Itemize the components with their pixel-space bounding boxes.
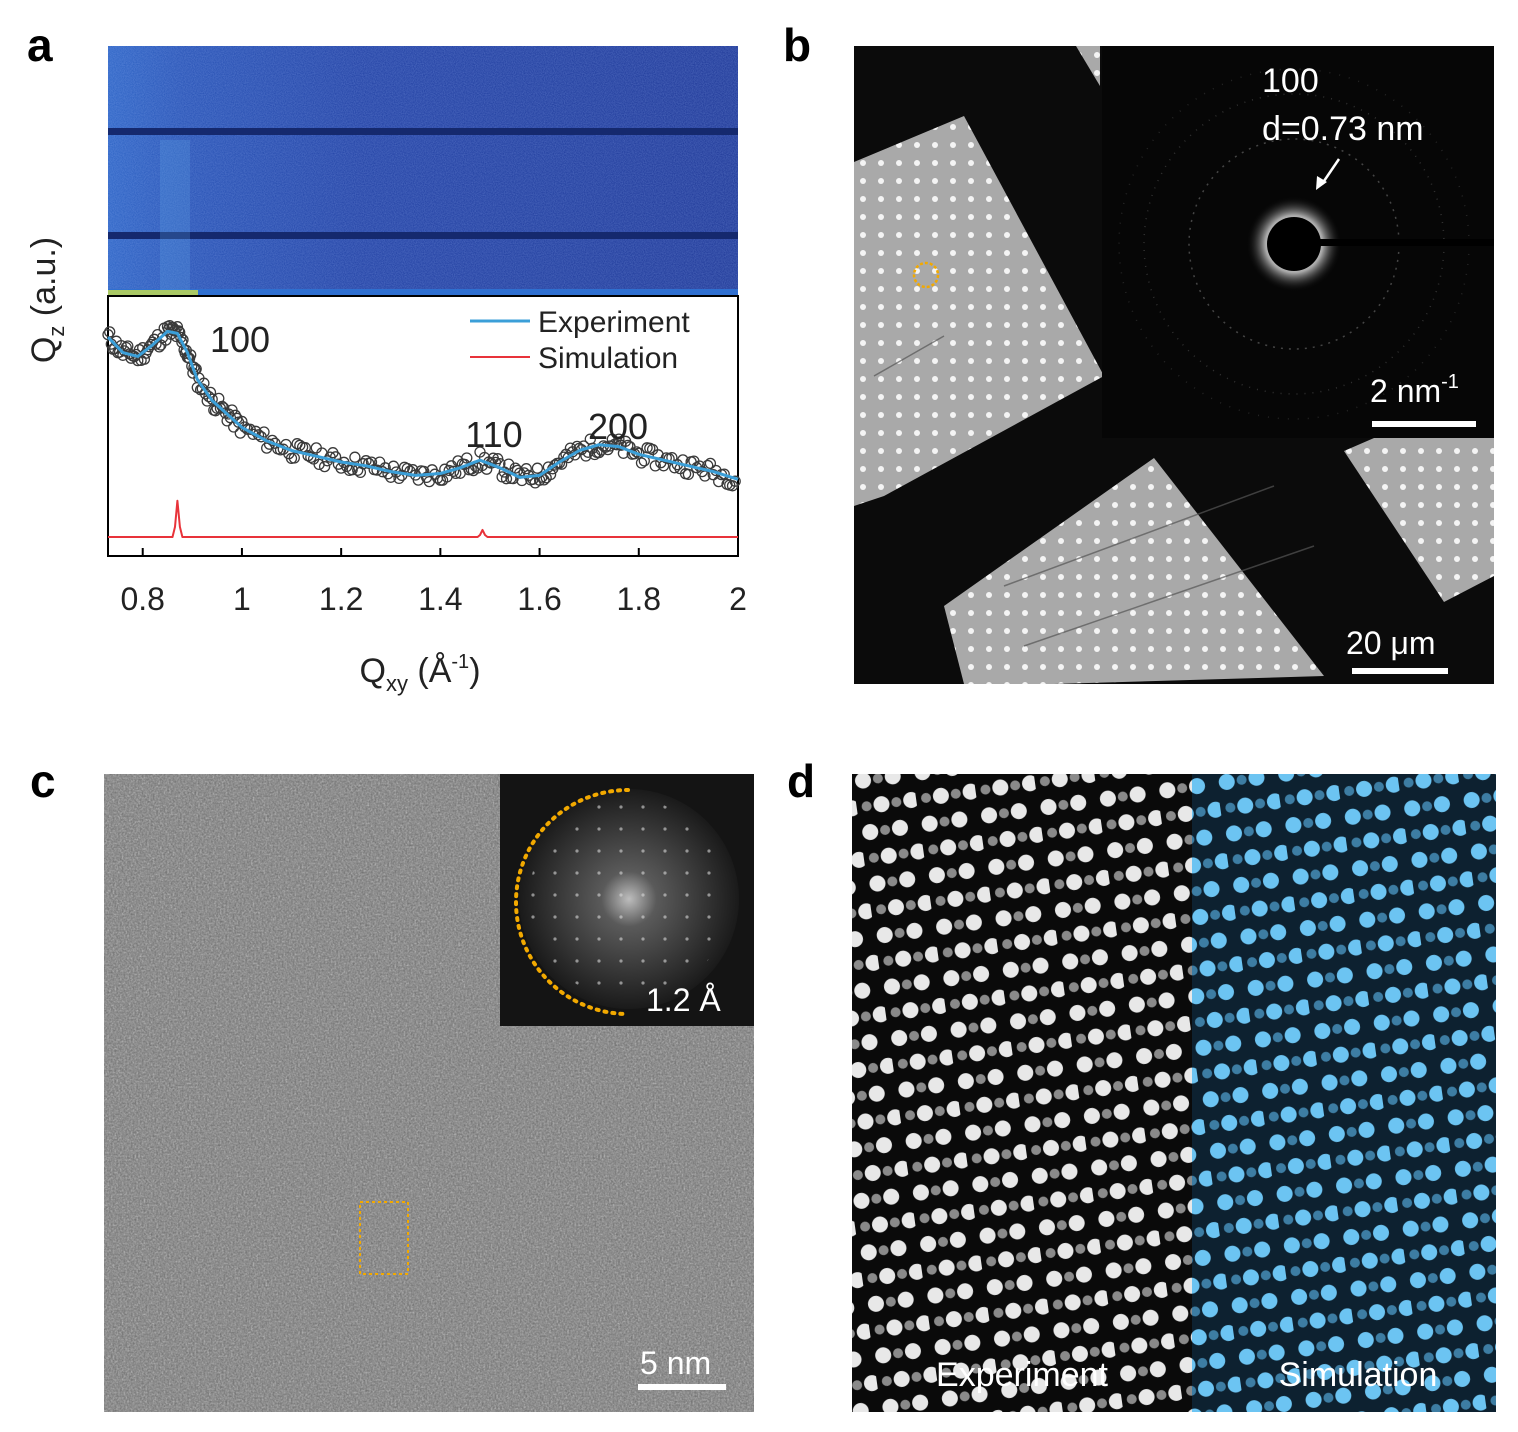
- plot-frame: [107, 295, 739, 557]
- fft-resolution-label: 1.2 Å: [646, 982, 721, 1018]
- x-tick-label: 1: [233, 581, 251, 617]
- panel-d-comparison: Experiment Simulation: [852, 774, 1496, 1412]
- fft-inset: 1.2 Å: [500, 774, 754, 1026]
- experiment-label: Experiment: [936, 1356, 1109, 1394]
- x-axis-label: Qxy (Å-1): [359, 651, 480, 696]
- detector-gap: [108, 232, 738, 239]
- experiment-point: [382, 468, 394, 480]
- peak-label: 110: [465, 414, 522, 455]
- saed-inset: 100 d=0.73 nm 2 nm-1: [1102, 46, 1494, 438]
- experiment-point: [439, 463, 451, 475]
- inset-scalebar-label: 2 nm-1: [1370, 371, 1459, 409]
- panel-letter-b: b: [783, 19, 812, 71]
- experiment-point: [713, 475, 725, 488]
- d-spacing-label: d=0.73 nm: [1262, 110, 1424, 148]
- scalebar-label: 5 nm: [640, 1345, 711, 1381]
- x-tick-label: 1.8: [617, 581, 661, 617]
- beam-stop: [1267, 217, 1321, 271]
- inset-scalebar: [1372, 421, 1476, 427]
- x-tick-label: 2: [729, 581, 747, 617]
- membrane-squares: [854, 46, 1494, 684]
- detector-gap: [108, 128, 738, 135]
- resolution-arc: [514, 788, 630, 1016]
- experiment-point: [258, 426, 270, 438]
- panel-b-tem-image: 100 d=0.73 nm 2 nm-1 20 μm: [854, 46, 1494, 684]
- experiment-point: [247, 428, 259, 440]
- panel-a-figure: 0.8 1 1.2 1.4 1.6 1.8 2 100 110 200 Experiment S…: [25, 46, 747, 696]
- x-tick-label: 1.6: [517, 581, 561, 617]
- experiment-point: [288, 452, 300, 464]
- experiment-image: [852, 774, 1192, 1412]
- experiment-point: [206, 393, 218, 405]
- x-tick-label: 0.8: [120, 581, 164, 617]
- experiment-point: [122, 340, 134, 352]
- panel-letter-a: a: [27, 19, 53, 71]
- experiment-point: [503, 458, 515, 470]
- simulation-image: [1192, 774, 1496, 1412]
- experiment-line: [106, 329, 739, 481]
- scalebar: [638, 1384, 726, 1390]
- simulation-label: Simulation: [1279, 1356, 1438, 1394]
- diffraction-index-label: 100: [1262, 62, 1319, 100]
- experiment-point: [349, 451, 361, 463]
- experiment-point: [520, 463, 532, 475]
- selected-region-box: [359, 1201, 409, 1275]
- experiment-point: [171, 321, 184, 333]
- experiment-point: [613, 433, 625, 445]
- legend: Experiment Simulation: [470, 306, 690, 375]
- selected-area-marker: [912, 261, 940, 289]
- x-tick-label: 1.2: [319, 581, 363, 617]
- experiment-point: [531, 462, 544, 474]
- panel-c-hrtem-image: 1.2 Å 5 nm: [104, 774, 754, 1412]
- experiment-point: [318, 460, 331, 473]
- arrow-icon: [1320, 158, 1341, 185]
- legend-experiment: Experiment: [538, 306, 690, 339]
- x-tick-label: 1.4: [418, 581, 462, 617]
- main-scalebar: [1352, 668, 1448, 674]
- experiment-point: [649, 460, 661, 472]
- experiment-point: [461, 452, 473, 464]
- peak-label: 100: [210, 319, 270, 360]
- main-scalebar-label: 20 μm: [1346, 625, 1436, 661]
- experiment-point: [729, 475, 741, 487]
- panel-letter-d: d: [787, 755, 816, 807]
- x-axis-ticks: 0.8 1 1.2 1.4 1.6 1.8 2: [120, 548, 747, 617]
- experiment-point: [294, 439, 306, 451]
- experiment-point: [682, 468, 695, 481]
- experiment-point: [704, 457, 717, 470]
- plot-series: [102, 320, 741, 538]
- simulation-line: [108, 499, 738, 538]
- y-axis-label: Qz (a.u.): [25, 237, 69, 363]
- panel-letter-c: c: [30, 755, 56, 807]
- peak-labels: 100 110 200: [210, 319, 648, 455]
- experiment-point: [418, 465, 430, 478]
- peak-label: 200: [588, 406, 648, 447]
- experiment-point: [635, 457, 648, 469]
- legend-simulation: Simulation: [538, 342, 678, 375]
- giwaxs-heatmap: [108, 46, 738, 296]
- experiment-point: [500, 473, 513, 485]
